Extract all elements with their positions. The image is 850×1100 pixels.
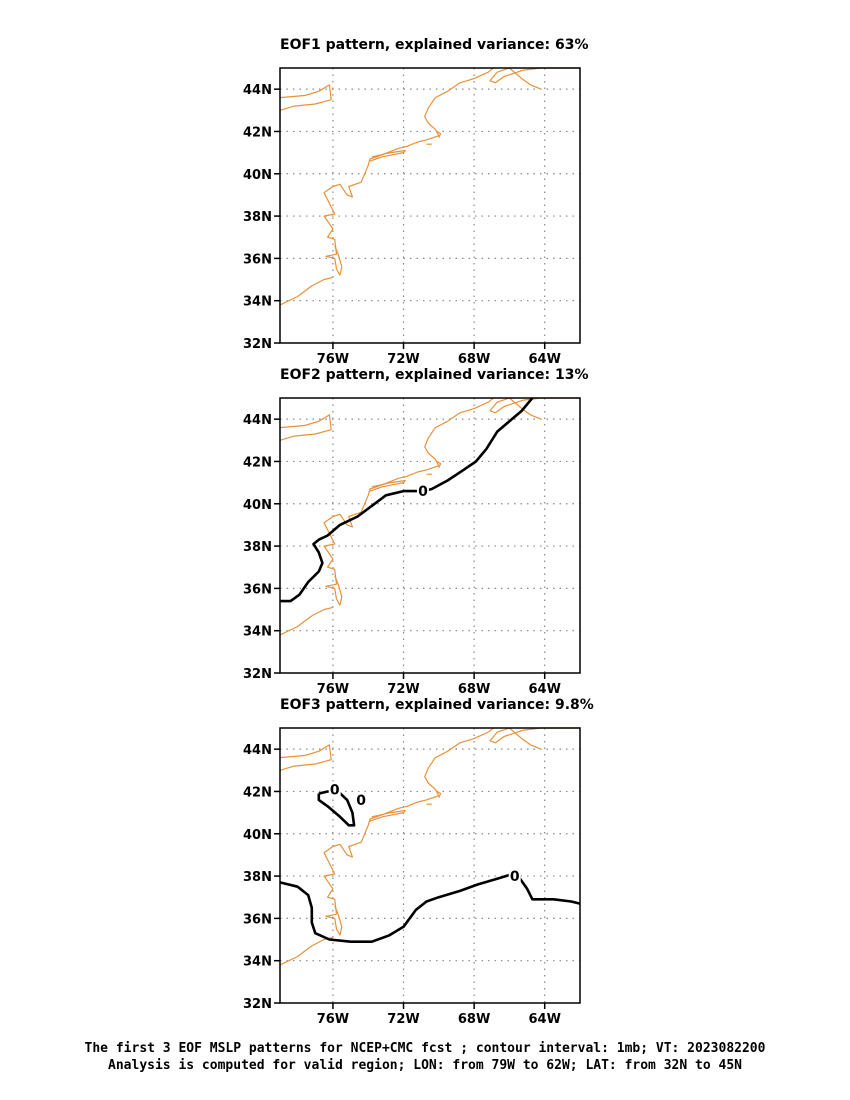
- caption-line-1: The first 3 EOF MSLP patterns for NCEP+C…: [84, 1041, 766, 1056]
- lat-tick-label: 42N: [243, 785, 272, 800]
- map-frame: [279, 727, 581, 1004]
- contour-label-background: [508, 868, 521, 885]
- contour-label: 0: [418, 484, 428, 500]
- coastline: [369, 149, 406, 162]
- contour-label: 0: [330, 782, 340, 798]
- lat-tick-label: 34N: [243, 625, 272, 640]
- coastline: [323, 67, 494, 276]
- lon-tick-label: 72W: [387, 682, 419, 697]
- contour-label-background: [355, 791, 368, 808]
- zero-contour-line: [279, 872, 581, 943]
- lon-tick-label: 64W: [528, 1012, 560, 1027]
- lat-tick-label: 36N: [243, 582, 272, 597]
- lat-tick-label: 36N: [243, 252, 272, 267]
- coastline: [369, 809, 406, 822]
- lon-tick-label: 68W: [458, 1012, 490, 1027]
- lon-tick-label: 72W: [387, 1012, 419, 1027]
- contour-label-background: [416, 483, 429, 500]
- lat-tick-label: 40N: [243, 168, 272, 183]
- lat-tick-label: 40N: [243, 498, 272, 513]
- coastline: [334, 575, 343, 606]
- panel-3-title: EOF3 pattern, explained variance: 9.8%: [280, 697, 594, 713]
- coastline: [509, 727, 542, 750]
- lat-tick-label: 44N: [243, 413, 272, 428]
- coastline: [436, 460, 442, 469]
- lat-tick-label: 34N: [243, 295, 272, 310]
- lat-tick-label: 32N: [243, 667, 272, 682]
- lon-tick-label: 76W: [317, 352, 349, 367]
- coastline: [509, 67, 542, 90]
- zero-contour-line: [280, 397, 534, 603]
- contour-label-background: [328, 781, 341, 798]
- lat-tick-label: 34N: [243, 955, 272, 970]
- coastline: [279, 606, 334, 636]
- caption-line-2: Analysis is computed for valid region; L…: [108, 1058, 742, 1073]
- coastline: [436, 130, 442, 139]
- lon-tick-label: 68W: [458, 682, 490, 697]
- coastline: [323, 727, 494, 936]
- figure-caption: The first 3 EOF MSLP patterns for NCEP+C…: [0, 1040, 850, 1074]
- panel-2-title: EOF2 pattern, explained variance: 13%: [280, 367, 589, 383]
- lat-tick-label: 38N: [243, 870, 272, 885]
- lat-tick-label: 40N: [243, 828, 272, 843]
- lon-tick-label: 64W: [528, 352, 560, 367]
- coastline: [509, 397, 542, 420]
- lon-tick-label: 72W: [387, 352, 419, 367]
- lat-tick-label: 42N: [243, 455, 272, 470]
- coastline: [369, 479, 406, 492]
- coastline: [334, 905, 343, 936]
- lat-tick-label: 44N: [243, 743, 272, 758]
- lat-tick-label: 36N: [243, 912, 272, 927]
- lat-tick-label: 44N: [243, 83, 272, 98]
- coastline: [489, 67, 580, 84]
- coastline: [334, 245, 343, 276]
- coastline: [323, 397, 494, 606]
- coastline: [279, 84, 332, 111]
- map-panel-1: 32N 34N 36N 38N 40N 42N 44N 76W 72W 68W 64W: [243, 67, 581, 367]
- panel-1-title: EOF1 pattern, explained variance: 63%: [280, 37, 589, 53]
- lon-tick-label: 76W: [317, 1012, 349, 1027]
- lat-tick-label: 42N: [243, 125, 272, 140]
- map-frame: [279, 67, 581, 344]
- lat-tick-label: 32N: [243, 337, 272, 352]
- coastline: [279, 744, 332, 771]
- lat-tick-label: 38N: [243, 210, 272, 225]
- lon-tick-label: 76W: [317, 682, 349, 697]
- lon-tick-label: 64W: [528, 682, 560, 697]
- lat-tick-label: 32N: [243, 997, 272, 1012]
- map-frame: [279, 397, 581, 674]
- lon-tick-label: 68W: [458, 352, 490, 367]
- lat-tick-label: 38N: [243, 540, 272, 555]
- coastline: [279, 414, 332, 441]
- coastline: [279, 276, 334, 306]
- contour-label: 0: [510, 869, 520, 885]
- coastline: [489, 397, 580, 414]
- map-panel-2: 0 32N 34N 36N 38N 40N 42N 44N 76W 72W 68W 64W: [243, 397, 581, 697]
- coastline: [489, 727, 580, 744]
- contour-label: 0: [356, 793, 366, 809]
- coastline: [436, 790, 442, 799]
